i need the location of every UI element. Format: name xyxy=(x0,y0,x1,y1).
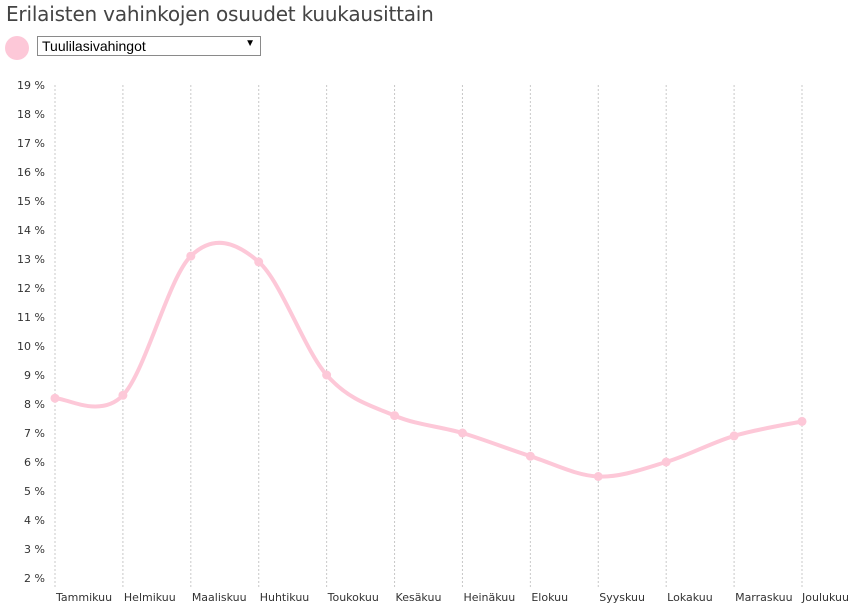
y-tick-label: 17 % xyxy=(17,137,45,150)
data-point[interactable] xyxy=(254,257,264,267)
series-line xyxy=(53,240,804,479)
data-point[interactable] xyxy=(593,472,603,481)
chart-title: Erilaisten vahinkojen osuudet kuukausitt… xyxy=(6,2,434,26)
y-tick-label: 9 % xyxy=(24,369,45,382)
chevron-down-icon[interactable]: ▼ xyxy=(245,38,255,49)
y-tick-label: 5 % xyxy=(24,485,45,498)
y-tick-label: 12 % xyxy=(17,282,45,295)
x-tick-label: Lokakuu xyxy=(667,591,713,604)
data-point[interactable] xyxy=(661,457,671,467)
data-point[interactable] xyxy=(118,390,128,400)
x-tick-label: Huhtikuu xyxy=(260,591,310,604)
y-tick-label: 10 % xyxy=(17,340,45,353)
x-tick-label: Elokuu xyxy=(531,591,568,604)
y-tick-label: 6 % xyxy=(24,456,45,469)
y-tick-label: 19 % xyxy=(17,79,45,92)
x-axis: Tammikuu Helmikuu Maaliskuu Huhtikuu Toukoku… xyxy=(55,591,849,604)
y-axis: 2 % 3 % 4 % 5 % 6 % 7 % 8 % 9 % 10 % 11 % 12 % 13 %… xyxy=(17,79,45,585)
x-tick-label: Tammikuu xyxy=(55,591,112,604)
chart-grid xyxy=(54,85,803,588)
y-tick-label: 8 % xyxy=(24,398,45,411)
y-tick-label: 7 % xyxy=(24,427,45,440)
data-point[interactable] xyxy=(729,431,739,441)
y-tick-label: 2 % xyxy=(24,572,45,585)
series-layer xyxy=(50,240,807,481)
y-tick-label: 18 % xyxy=(17,108,45,121)
data-point[interactable] xyxy=(322,370,332,380)
x-tick-label: Kesäkuu xyxy=(396,591,442,604)
damage-type-select-value: Tuulilasivahingot xyxy=(42,38,146,54)
y-tick-label: 15 % xyxy=(17,195,45,208)
x-tick-label: Marraskuu xyxy=(735,591,793,604)
x-tick-label: Joulukuu xyxy=(801,591,849,604)
damage-type-select[interactable]: Tuulilasivahingot ▼ xyxy=(37,36,261,56)
y-tick-label: 11 % xyxy=(17,311,45,324)
data-point[interactable] xyxy=(457,428,467,438)
y-tick-label: 3 % xyxy=(24,543,45,556)
data-point[interactable] xyxy=(186,251,196,261)
x-tick-label: Syyskuu xyxy=(599,591,645,604)
y-tick-label: 16 % xyxy=(17,166,45,179)
data-point[interactable] xyxy=(797,416,807,426)
y-tick-label: 14 % xyxy=(17,224,45,237)
data-point[interactable] xyxy=(390,411,400,421)
series-color-swatch xyxy=(5,36,29,60)
data-point[interactable] xyxy=(525,451,535,461)
y-tick-label: 13 % xyxy=(17,253,45,266)
x-tick-label: Heinäkuu xyxy=(463,591,515,604)
x-tick-label: Toukokuu xyxy=(327,591,379,604)
x-tick-label: Maaliskuu xyxy=(192,591,247,604)
x-tick-label: Helmikuu xyxy=(124,591,176,604)
data-point[interactable] xyxy=(50,393,60,403)
y-tick-label: 4 % xyxy=(24,514,45,527)
